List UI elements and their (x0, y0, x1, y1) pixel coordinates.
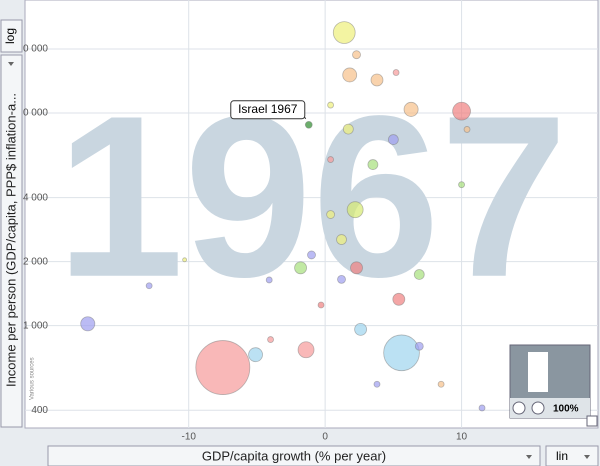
year-watermark: 1967 (56, 68, 568, 325)
x-tick-label: 0 (322, 432, 328, 443)
bubble (392, 292, 406, 306)
bubble (403, 101, 419, 117)
bubble (182, 257, 188, 263)
bubble (370, 73, 384, 87)
bubble (373, 380, 381, 388)
bubble (336, 234, 347, 245)
bubble (342, 123, 354, 135)
y-scale-label: log (3, 28, 17, 44)
dropdown-arrow (8, 62, 14, 66)
annotation-text: Israel 1967 (238, 102, 298, 116)
y-tick-label: 400 (31, 405, 48, 416)
bubble (327, 156, 335, 163)
bubble (337, 274, 346, 284)
y-axis-label: Income per person (GDP/capita, PPP$ infl… (3, 93, 18, 387)
bubble (413, 269, 425, 280)
dropdown-arrow (526, 455, 532, 459)
bubble (352, 50, 361, 60)
y-tick-label: 10 000 (17, 108, 48, 119)
bubble (195, 340, 251, 395)
bubble (350, 261, 363, 275)
bubble (304, 120, 313, 129)
source-note: Various sources (30, 357, 36, 400)
y-tick-label: 20 000 (17, 44, 48, 55)
bubble (437, 380, 445, 388)
x-scale-button[interactable] (545, 445, 599, 466)
bubble (383, 334, 420, 372)
annotation-box (230, 100, 306, 120)
bubble (317, 301, 325, 309)
x-tick-label: -10 (181, 432, 196, 443)
bubble (367, 159, 379, 170)
bubble (332, 21, 356, 44)
y-scale-button[interactable] (0, 19, 23, 53)
bubble (248, 347, 263, 363)
bubble (267, 336, 274, 343)
bubble (297, 341, 315, 359)
y-tick-label: 2 000 (23, 256, 48, 267)
bubble (392, 69, 400, 76)
bubble (463, 126, 471, 133)
y-tick-label: 1 000 (23, 320, 48, 331)
y-tick-label: 4 000 (23, 192, 48, 203)
bubble (342, 67, 358, 83)
bubble (458, 181, 465, 189)
minimap-view (528, 352, 548, 392)
bubble (145, 282, 153, 290)
bubble (346, 201, 364, 219)
plot-area (24, 0, 599, 429)
bubble (478, 404, 486, 412)
dropdown-arrow (584, 455, 590, 459)
bubble (327, 101, 335, 109)
bubble (354, 322, 368, 336)
bubble (452, 101, 471, 121)
bubble (326, 210, 336, 219)
bubble (80, 316, 96, 332)
x-tick-label: 10 (456, 432, 468, 443)
x-axis-label: GDP/capita growth (% per year) (202, 448, 386, 463)
bubble (294, 261, 307, 275)
x-scale-label: lin (556, 449, 568, 463)
bubble (387, 134, 399, 145)
bubble (265, 276, 273, 284)
zoom-in[interactable] (512, 401, 526, 415)
bubble (307, 250, 316, 260)
bubble (414, 341, 424, 351)
zoom-level: 100% (553, 404, 579, 415)
zoom-bar (510, 398, 590, 418)
x-label-dropdown[interactable] (47, 445, 541, 466)
resize-handle[interactable] (586, 415, 598, 427)
y-label-dropdown[interactable] (0, 54, 23, 428)
zoom-out[interactable] (531, 401, 545, 415)
